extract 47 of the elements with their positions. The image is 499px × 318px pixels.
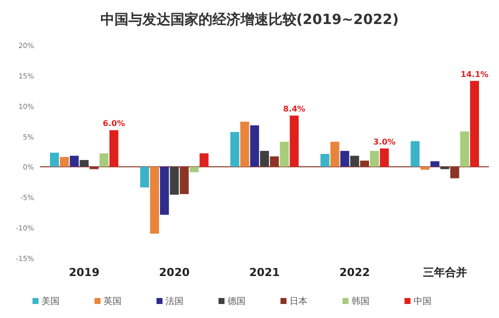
bar — [50, 152, 59, 167]
bar — [440, 166, 450, 170]
data-label: 3.0% — [373, 137, 396, 146]
bar — [240, 122, 250, 167]
bar — [100, 153, 108, 167]
bar — [200, 153, 209, 167]
bar — [260, 150, 269, 167]
data-label: 8.4% — [283, 104, 306, 114]
bar — [380, 148, 389, 167]
legend-label: 美国 — [42, 296, 60, 307]
bar — [190, 166, 199, 172]
bar — [350, 156, 360, 167]
legend-label: 日本 — [290, 296, 308, 307]
x-tick-label: 2022 — [339, 266, 370, 279]
legend-label: 中国 — [414, 296, 432, 307]
legend-label: 英国 — [104, 296, 122, 307]
bar — [340, 150, 350, 167]
bar — [150, 166, 159, 234]
bar — [410, 141, 420, 167]
x-tick-label: 2019 — [68, 266, 100, 279]
bar — [460, 131, 470, 167]
bar — [290, 116, 299, 167]
bar — [80, 160, 89, 167]
data-label: 6.0% — [102, 119, 125, 128]
x-tick-label: 2021 — [249, 266, 280, 279]
bar — [470, 80, 479, 167]
bar — [330, 142, 340, 167]
bar — [320, 154, 330, 167]
bar — [250, 125, 260, 167]
chart-title: 中国与发达国家的经济增速比较(2019~2022) — [100, 11, 399, 28]
bar — [430, 161, 440, 167]
bar — [60, 156, 69, 167]
bar — [109, 130, 118, 167]
bar — [420, 166, 430, 170]
legend-label: 韩国 — [352, 296, 370, 307]
data-label: 14.1% — [460, 70, 488, 79]
bar — [370, 150, 379, 167]
bar — [280, 142, 289, 167]
bar — [70, 156, 79, 167]
bar — [160, 166, 169, 215]
bar — [170, 166, 179, 195]
legend-label: 法国 — [166, 296, 184, 307]
x-tick-label: 2020 — [159, 266, 190, 279]
bar — [230, 132, 240, 167]
bar — [140, 166, 150, 188]
legend-label: 德国 — [228, 296, 246, 307]
x-tick-label: 三年合并 — [422, 266, 467, 279]
